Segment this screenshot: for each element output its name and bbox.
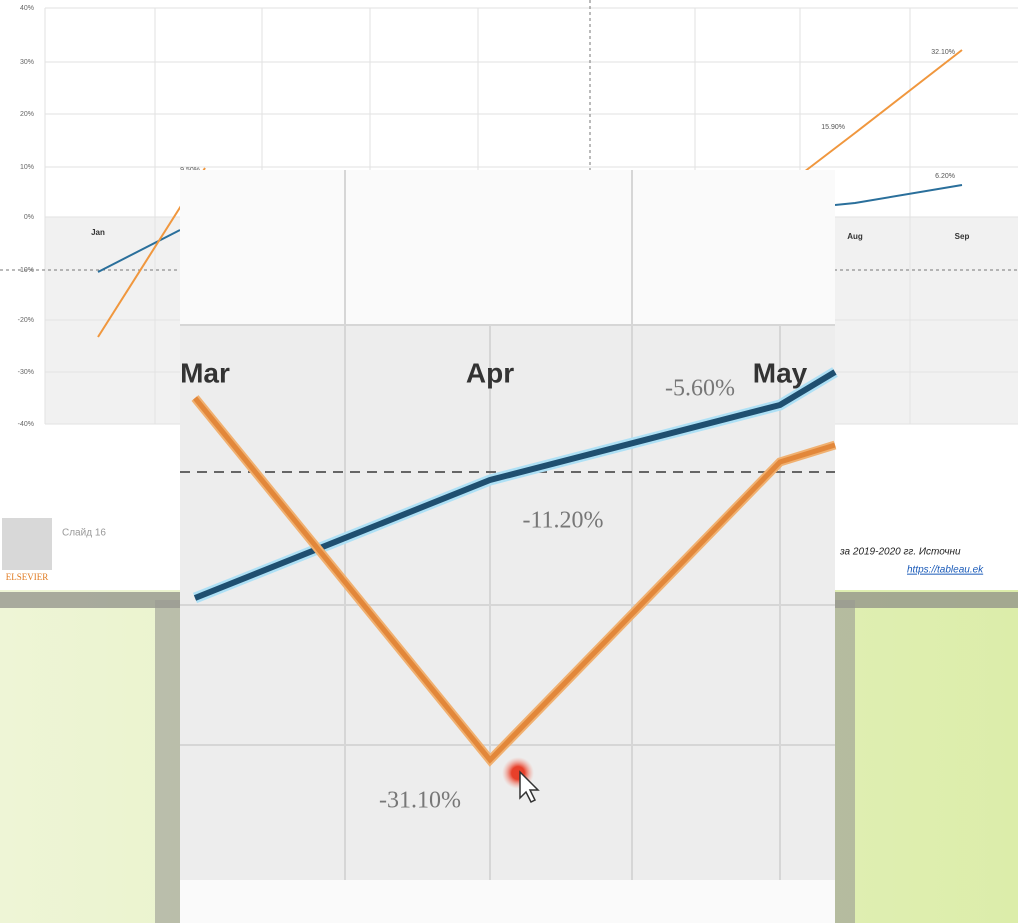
y-label: 10% <box>20 164 34 171</box>
y-label: -40% <box>18 421 34 428</box>
cursor <box>519 770 540 804</box>
x-label: Apr <box>466 357 514 388</box>
zoom-overlay: Mar Apr May -5.60% -11.20% -31.10% <box>180 170 838 923</box>
y-label: 30% <box>20 59 34 66</box>
x-label: Jan <box>91 228 105 237</box>
logo-tree <box>2 518 52 570</box>
y-label: -20% <box>18 317 34 324</box>
shadow <box>155 600 180 923</box>
point-label: 32.10% <box>931 49 955 56</box>
point-label: -31.10% <box>379 788 461 814</box>
x-label: Sep <box>955 232 970 241</box>
y-label: 0% <box>24 214 34 221</box>
slide-number: Слайд 16 <box>62 528 106 539</box>
line <box>834 184 963 206</box>
link: https://tableau.ek <box>907 565 984 576</box>
line <box>799 49 963 176</box>
line <box>193 396 836 764</box>
point-label: -5.60% <box>665 376 735 402</box>
plot-shade <box>180 325 835 880</box>
y-label: -30% <box>18 369 34 376</box>
point-label: 15.90% <box>821 124 845 131</box>
y-label: 20% <box>20 111 34 118</box>
point-label: 6.20% <box>935 173 955 180</box>
y-label: -10% <box>18 267 34 274</box>
source: за 2019-2020 гг. Источни <box>839 547 961 558</box>
shadow <box>835 600 855 923</box>
y-label: 40% <box>20 5 34 12</box>
footer: ELSEVIER Слайд 16 за 2019-2020 гг. Источ… <box>2 518 984 582</box>
point-label: -11.20% <box>522 508 603 534</box>
logo: ELSEVIER <box>6 572 49 582</box>
line <box>193 369 837 601</box>
x-label: May <box>753 357 808 388</box>
x-label: Aug <box>847 232 863 241</box>
line <box>97 229 181 273</box>
x-label: Mar <box>180 357 230 388</box>
